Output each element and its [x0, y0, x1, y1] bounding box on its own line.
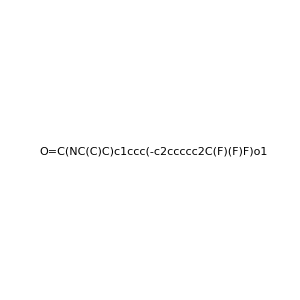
Text: O=C(NC(C)C)c1ccc(-c2ccccc2C(F)(F)F)o1: O=C(NC(C)C)c1ccc(-c2ccccc2C(F)(F)F)o1 — [40, 146, 268, 157]
